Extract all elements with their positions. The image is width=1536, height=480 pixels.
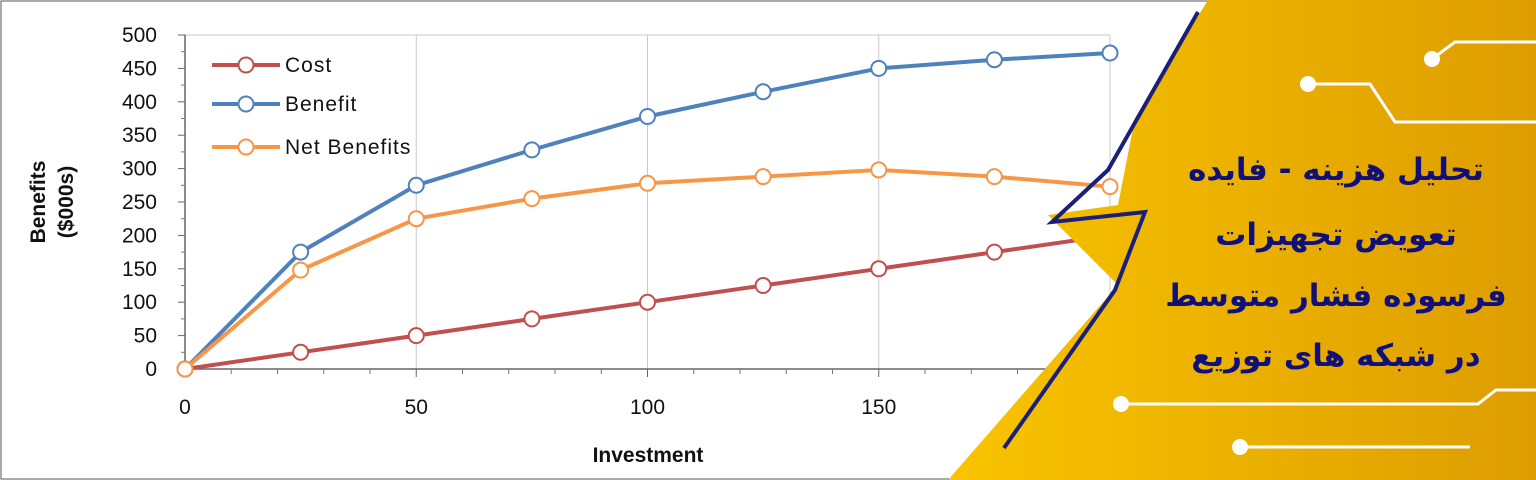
legend-label: Net Benefits bbox=[285, 136, 411, 159]
y-tick-label: 350 bbox=[122, 124, 157, 147]
legend-swatch-marker bbox=[237, 56, 255, 74]
banner-shape bbox=[948, 0, 1536, 480]
y-tick-label: 50 bbox=[134, 325, 157, 348]
chart-grid bbox=[185, 34, 1111, 369]
x-tick-label: 150 bbox=[861, 396, 896, 419]
title-banner: تحلیل هزینه - فایده تعویض تجهیزات فرسوده… bbox=[948, 0, 1536, 480]
series-net-benefits bbox=[176, 161, 1119, 378]
data-point-net-benefits bbox=[176, 360, 194, 378]
y-tick-label: 300 bbox=[122, 158, 157, 181]
y-tick-label: 200 bbox=[122, 224, 157, 247]
data-point-cost bbox=[985, 243, 1003, 261]
banner-title-line3: فرسوده فشار متوسط bbox=[1165, 278, 1507, 314]
legend-label: Benefit bbox=[285, 93, 357, 116]
x-tick-label: 100 bbox=[630, 396, 665, 419]
circuit-nodes bbox=[1113, 51, 1440, 455]
y-tick-label: 100 bbox=[122, 291, 157, 314]
data-point-benefit bbox=[985, 51, 1003, 69]
data-point-cost bbox=[754, 277, 772, 294]
banner-edge-line bbox=[1002, 11, 1200, 450]
data-point-cost bbox=[870, 260, 888, 278]
legend-item-net-benefits: Net Benefits bbox=[212, 136, 411, 159]
data-point-net-benefits bbox=[639, 174, 656, 192]
data-point-benefit bbox=[754, 83, 772, 101]
data-point-benefit bbox=[1101, 44, 1119, 62]
data-point-cost bbox=[407, 327, 425, 345]
banner-title-line1: تحلیل هزینه - فایده bbox=[1188, 152, 1484, 188]
banner-title: تحلیل هزینه - فایده تعویض تجهیزات فرسوده… bbox=[1165, 152, 1507, 374]
y-tick-label: 150 bbox=[122, 258, 157, 281]
data-point-net-benefits bbox=[985, 168, 1003, 186]
data-point-net-benefits bbox=[870, 161, 888, 179]
y-tick-label: 450 bbox=[122, 57, 157, 80]
y-tick-label: 0 bbox=[145, 358, 157, 381]
x-tick-label: 0 bbox=[179, 396, 191, 419]
data-point-net-benefits bbox=[292, 261, 310, 279]
data-point-net-benefits bbox=[754, 168, 772, 186]
legend-label: Cost bbox=[285, 54, 332, 77]
banner-title-line2: تعویض تجهیزات bbox=[1215, 217, 1456, 253]
data-point-net-benefits bbox=[1101, 178, 1119, 196]
legend-swatch-marker bbox=[237, 138, 255, 156]
y-tick-label: 400 bbox=[122, 91, 157, 114]
data-point-net-benefits bbox=[523, 190, 541, 208]
banner-title-line4: در شبکه های توزیع bbox=[1191, 338, 1480, 374]
x-tick-label: 50 bbox=[405, 396, 428, 419]
chart-axes: 0 50 100 150 200 250 300 350 400 450 500 0 50 100 150 bbox=[122, 24, 1110, 419]
y-axis-title-line1: Benefits bbox=[27, 161, 50, 244]
data-point-benefit bbox=[292, 243, 310, 261]
data-point-benefit bbox=[870, 59, 888, 77]
y-axis-title-line2: ($000s) bbox=[55, 166, 78, 238]
data-point-net-benefits bbox=[407, 210, 425, 228]
x-axis-title: Investment bbox=[593, 444, 704, 467]
data-point-cost bbox=[523, 310, 541, 328]
legend-swatch-marker bbox=[237, 95, 255, 113]
data-point-benefit bbox=[639, 107, 656, 125]
y-tick-label: 250 bbox=[122, 191, 157, 214]
legend-item-cost: Cost bbox=[212, 54, 332, 77]
series-benefit bbox=[176, 44, 1119, 378]
data-point-benefit bbox=[407, 176, 425, 194]
data-point-cost bbox=[639, 293, 656, 311]
circuit-decoration bbox=[1121, 40, 1536, 449]
legend-item-benefit: Benefit bbox=[212, 93, 357, 116]
data-point-cost bbox=[292, 343, 310, 361]
data-point-benefit bbox=[523, 141, 541, 159]
chart-legend: Cost Benefit Net Benefits bbox=[212, 54, 411, 159]
y-axis-title: Benefits ($000s) bbox=[27, 161, 78, 244]
y-tick-label: 500 bbox=[122, 24, 157, 47]
